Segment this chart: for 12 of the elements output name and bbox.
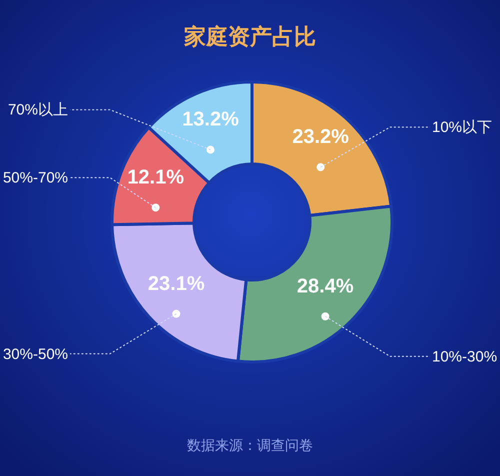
data-label: 23.1%	[148, 272, 205, 295]
slice-label: 30%-50%	[2, 346, 68, 363]
source-note: 数据来源：调查问卷	[187, 437, 313, 453]
data-label: 12.1%	[127, 166, 184, 189]
data-label: 23.2%	[292, 126, 350, 148]
data-label: 28.4%	[296, 275, 354, 298]
chart-title: 家庭资产占比	[183, 24, 316, 49]
slice-label: 50%-70%	[2, 170, 68, 187]
data-label: 13.2%	[182, 108, 240, 131]
slice-label: 70%以上	[8, 102, 68, 119]
slice-label: 10%-30%	[432, 348, 498, 366]
slice-label: 10%以下	[432, 119, 492, 136]
